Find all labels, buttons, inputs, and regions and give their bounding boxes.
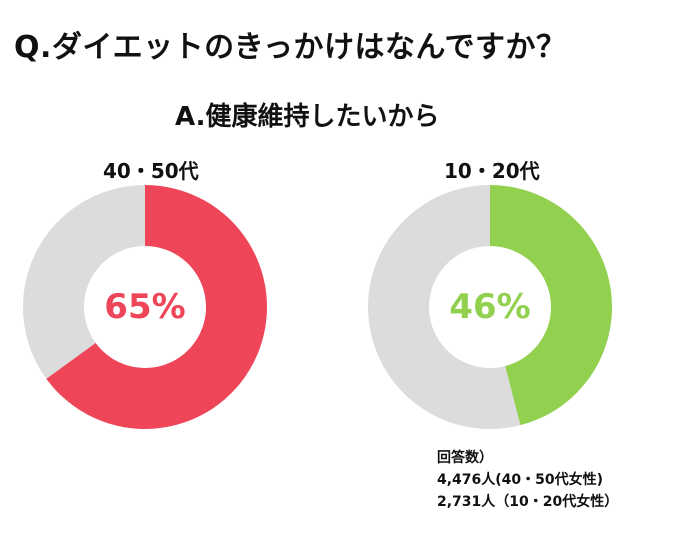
- donut-chart-10-20: 46%: [367, 185, 612, 429]
- slice-40-50-highlight: [46, 185, 267, 429]
- center-label-40-50: 65%: [104, 287, 185, 327]
- response-count-note: 回答数） 4,476人(40・50代女性) 2,731人（10・20代女性）: [437, 447, 618, 513]
- slice-40-50-rest: [23, 185, 146, 379]
- chart-title-10-20: 10・20代: [444, 159, 540, 183]
- center-label-10-20: 46%: [449, 287, 530, 327]
- donut-chart-40-50: 65%: [23, 185, 267, 429]
- footnote-line-40-50: 4,476人(40・50代女性): [437, 472, 604, 488]
- slice-10-20-highlight: [490, 185, 612, 426]
- footnote-title: 回答数）: [437, 450, 493, 466]
- answer-title: A.健康維持したいから: [175, 102, 440, 132]
- chart-title-40-50: 40・50代: [103, 159, 199, 183]
- footnote-line-10-20: 2,731人（10・20代女性）: [437, 494, 619, 510]
- slice-10-20-rest: [367, 185, 521, 429]
- question-title: Q.ダイエットのきっかけはなんですか？: [14, 30, 567, 65]
